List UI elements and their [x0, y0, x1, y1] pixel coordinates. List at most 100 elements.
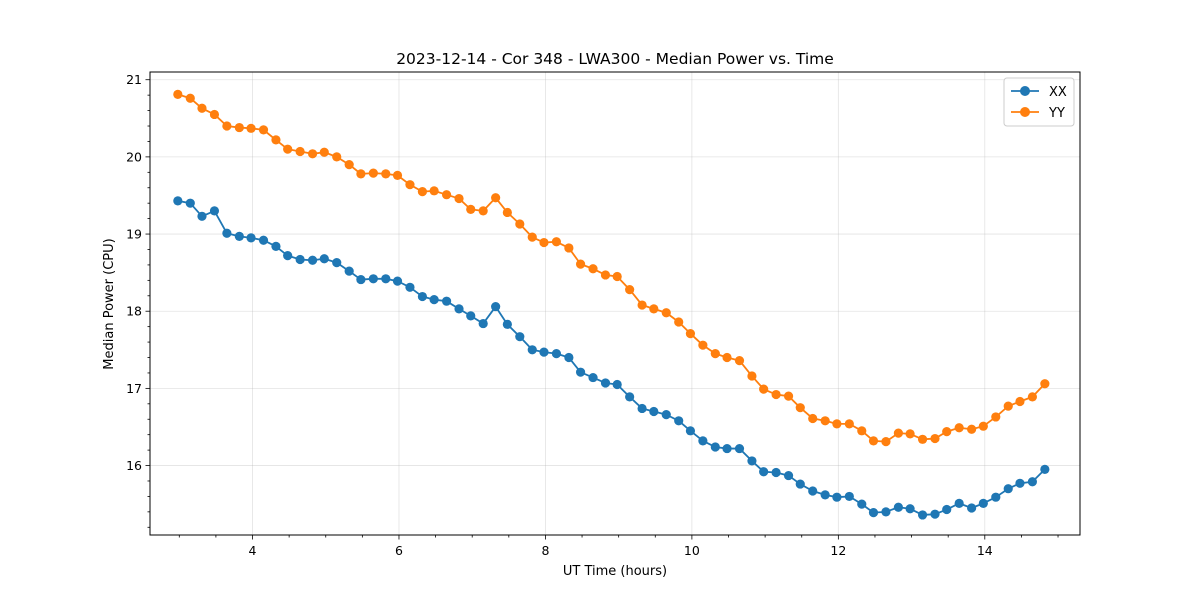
data-point-yy — [441, 190, 452, 200]
data-point-xx — [209, 206, 220, 216]
data-point-xx — [319, 254, 329, 264]
data-point-xx — [881, 507, 891, 517]
data-point-xx — [185, 198, 195, 208]
data-point-yy — [637, 300, 647, 310]
data-point-yy — [1027, 392, 1038, 402]
data-point-yy — [344, 160, 354, 170]
data-point-yy — [674, 317, 684, 327]
data-point-yy — [539, 237, 549, 248]
data-point-yy — [954, 423, 964, 433]
chart-title: 2023-12-14 - Cor 348 - LWA300 - Median P… — [396, 50, 834, 68]
data-point-yy — [832, 419, 842, 429]
data-point-xx — [771, 467, 781, 478]
data-point-xx — [405, 282, 415, 292]
data-point-xx — [368, 274, 378, 284]
data-point-yy — [575, 259, 586, 269]
data-point-yy — [209, 109, 220, 120]
data-point-xx — [844, 491, 854, 502]
data-point-yy — [747, 371, 757, 381]
data-point-yy — [612, 271, 622, 282]
data-point-yy — [466, 204, 476, 214]
data-point-yy — [942, 426, 952, 437]
data-point-xx — [808, 486, 818, 496]
data-point-xx — [429, 295, 439, 305]
data-point-yy — [808, 413, 818, 424]
data-point-xx — [685, 426, 696, 436]
data-point-yy — [1015, 396, 1025, 407]
data-point-yy — [1040, 379, 1050, 389]
y-tick-label: 19 — [126, 227, 142, 242]
data-point-xx — [978, 498, 988, 508]
x-tick-label: 4 — [249, 543, 257, 558]
data-point-yy — [844, 419, 854, 429]
data-point-yy — [600, 270, 611, 280]
data-point-xx — [575, 367, 586, 377]
data-point-xx — [600, 378, 611, 388]
data-point-yy — [710, 349, 720, 359]
data-point-yy — [392, 170, 403, 181]
data-point-xx — [502, 319, 512, 329]
data-point-yy — [820, 416, 830, 426]
data-point-xx — [392, 276, 403, 286]
data-point-yy — [917, 434, 928, 444]
data-point-yy — [905, 429, 915, 439]
data-point-xx — [1027, 477, 1038, 487]
data-point-yy — [734, 356, 745, 366]
y-tick-label: 17 — [126, 381, 142, 396]
data-point-yy — [551, 237, 562, 247]
data-point-xx — [661, 410, 671, 420]
data-point-xx — [588, 372, 598, 383]
data-point-xx — [759, 467, 769, 477]
x-axis-ticks: 4 6 8 10 12 14 — [249, 535, 993, 558]
data-point-xx — [246, 233, 256, 243]
data-point-xx — [197, 211, 207, 221]
data-point-xx — [454, 304, 464, 314]
data-point-xx — [917, 510, 928, 520]
data-point-xx — [1003, 484, 1013, 494]
series-layer — [173, 89, 1050, 520]
data-point-yy — [893, 428, 903, 438]
data-point-yy — [332, 152, 342, 162]
x-tick-label: 8 — [541, 543, 549, 558]
data-point-xx — [564, 352, 574, 363]
data-point-xx — [625, 392, 635, 402]
data-point-yy — [1003, 401, 1013, 411]
legend-label-yy: YY — [1048, 106, 1065, 121]
data-point-yy — [271, 135, 281, 145]
data-point-yy — [625, 285, 635, 295]
data-point-xx — [612, 379, 622, 390]
data-point-xx — [222, 228, 232, 238]
data-point-yy — [588, 264, 598, 274]
data-point-yy — [258, 125, 269, 135]
data-point-xx — [710, 442, 720, 452]
data-point-yy — [685, 328, 696, 339]
data-point-xx — [905, 504, 915, 514]
data-point-yy — [783, 391, 794, 401]
data-point-xx — [356, 274, 366, 285]
data-point-yy — [405, 180, 415, 190]
data-point-yy — [283, 144, 293, 154]
data-point-xx — [234, 231, 244, 241]
data-point-yy — [930, 433, 940, 444]
data-point-yy — [185, 93, 195, 103]
data-point-xx — [795, 479, 805, 489]
data-point-xx — [857, 499, 867, 509]
data-point-yy — [295, 146, 305, 157]
data-point-xx — [1015, 478, 1025, 488]
data-point-xx — [954, 498, 964, 508]
data-point-yy — [967, 424, 977, 434]
data-point-xx — [283, 251, 293, 261]
data-point-yy — [978, 421, 988, 431]
data-point-xx — [307, 255, 318, 265]
data-point-yy — [649, 304, 659, 314]
data-point-yy — [246, 123, 256, 133]
data-point-xx — [441, 296, 452, 306]
data-point-xx — [820, 490, 830, 500]
data-point-xx — [783, 470, 794, 481]
data-point-yy — [991, 412, 1001, 422]
data-point-yy — [454, 193, 464, 204]
data-point-xx — [674, 416, 684, 426]
grid — [150, 72, 1080, 535]
data-point-yy — [771, 389, 781, 400]
y-tick-label: 18 — [126, 304, 142, 319]
